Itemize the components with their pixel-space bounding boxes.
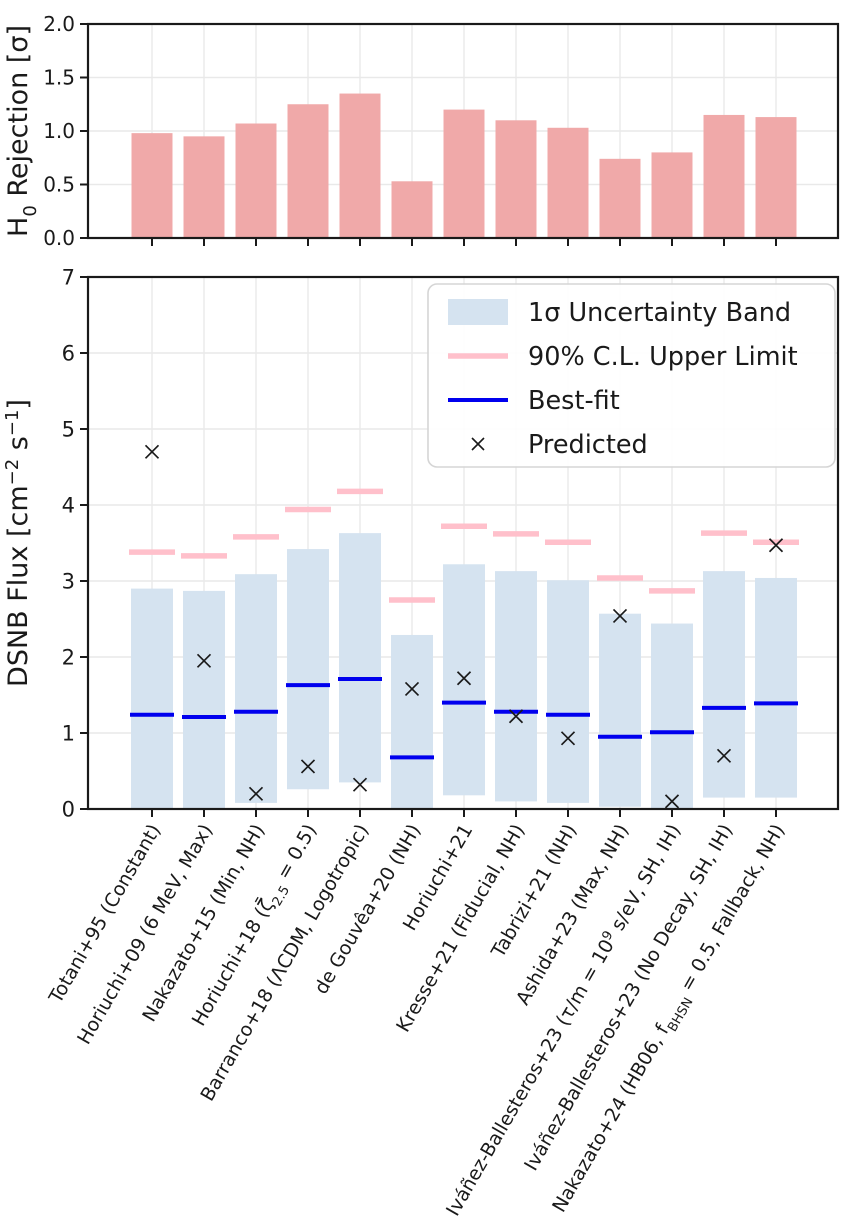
h0-rejection-bar-9 [599,158,641,238]
predicted-marker-2 [248,786,264,801]
legend-predicted-swatch [471,437,485,451]
y-tick-label: 3 [62,570,75,594]
y-tick-label: 1 [62,722,75,746]
y-axis-label: H0 Rejection [σ] [3,25,41,237]
y-tick-label: 0.0 [43,226,75,250]
y-tick-label: 2.0 [43,12,75,36]
uncertainty-band-4 [339,533,381,783]
h0-rejection-bar-5 [391,181,433,238]
uncertainty-band-7 [495,571,537,802]
y-tick-label: 6 [62,342,75,366]
y-tick-label: 5 [62,418,75,442]
y-tick-label: 2 [62,646,75,670]
y-tick-label: 0.5 [43,173,75,197]
y-tick-label: 1.5 [43,66,75,90]
uncertainty-band-11 [703,571,745,798]
predicted-marker-9 [612,608,628,624]
predicted-marker-7 [508,709,524,724]
legend-label-2: Best-fit [528,386,620,416]
uncertainty-band-2 [235,574,277,803]
uncertainty-band-6 [443,564,485,796]
legend-label-3: Predicted [528,430,648,460]
uncertainty-band-12 [755,577,797,798]
legend-band-swatch [448,299,508,325]
h0-rejection-bar-8 [547,127,589,238]
predicted-marker-1 [196,653,212,668]
uncertainty-band-1 [183,590,225,809]
y-tick-label: 7 [62,266,75,290]
h0-rejection-bar-3 [287,104,329,238]
h0-rejection-bar-12 [755,117,797,238]
uncertainty-band-9 [599,613,641,807]
predicted-marker-11 [716,748,732,763]
predicted-marker-3 [300,759,316,774]
uncertainty-band-5 [391,634,433,809]
legend-label-1: 90% C.L. Upper Limit [528,342,798,372]
legend-label-0: 1σ Uncertainty Band [528,298,791,328]
h0-rejection-bar-6 [443,109,485,238]
h0-rejection-bar-1 [183,136,225,238]
y-tick-label: 1.0 [43,119,75,143]
y-tick-label: 0 [62,798,75,822]
h0-rejection-bar-0 [131,133,173,238]
predicted-marker-4 [352,777,368,792]
legend: 1σ Uncertainty Band 90% C.L. Upper Limit B… [427,283,836,468]
top-panel: 0.0 0.5 1.0 1.5 2.0H0 Rejection [σ] [3,12,840,250]
uncertainty-band-3 [287,549,329,790]
h0-rejection-bar-11 [703,114,745,238]
h0-rejection-bar-4 [339,93,381,238]
predicted-marker-0 [144,444,160,459]
legend-box [427,283,836,468]
h0-rejection-bar-7 [495,120,537,238]
predicted-marker-8 [560,731,576,746]
predicted-marker-6 [456,671,472,686]
uncertainty-band-10 [651,623,693,809]
y-axis-label: DSNB Flux [cm−2 s−1] [2,399,34,687]
h0-rejection-bar-2 [235,123,277,238]
predicted-marker-10 [664,794,680,809]
predicted-marker-12 [768,538,784,553]
predicted-marker-5 [404,681,420,697]
h0-rejection-bar-10 [651,152,693,238]
uncertainty-band-0 [131,588,173,809]
uncertainty-band-8 [547,580,589,803]
y-tick-label: 4 [62,494,75,518]
